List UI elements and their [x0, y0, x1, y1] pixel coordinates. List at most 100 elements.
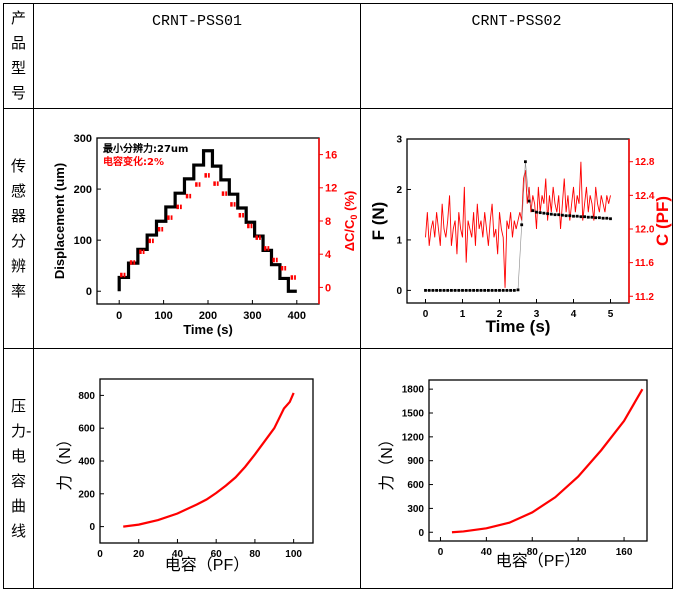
- y-tick-label: 2: [396, 185, 402, 196]
- force-point: [542, 211, 546, 215]
- product-header-1: CRNT-PSS01: [33, 3, 361, 109]
- force-point: [424, 288, 427, 292]
- y2-label-sub: 0: [349, 215, 359, 220]
- x-axis-label: Time (s): [183, 322, 233, 337]
- force-point: [605, 216, 609, 220]
- y-tick-label: 200: [74, 184, 92, 196]
- y2-label-main: ΔC/C: [342, 219, 357, 251]
- y-tick-label: 800: [78, 391, 95, 402]
- y2-tick-label: 16: [325, 149, 337, 161]
- force-point: [475, 288, 479, 292]
- y2-label-unit: (%): [342, 191, 357, 215]
- force-point: [524, 160, 527, 164]
- x-tick-label: 160: [616, 547, 633, 558]
- y-tick-label: 3: [396, 135, 402, 146]
- y2-tick-label: 8: [325, 216, 331, 228]
- y2-tick-label: 12.0: [635, 224, 655, 235]
- y-tick-label: 300: [74, 133, 92, 145]
- force-point: [546, 212, 549, 216]
- force-point: [557, 213, 561, 217]
- y2-tick-label: 4: [325, 249, 332, 261]
- x-tick-label: 60: [211, 549, 223, 560]
- force-point: [505, 288, 509, 292]
- product-spec-table: 产品型号 CRNT-PSS01 CRNT-PSS02 传感器分辨率 压力-电容曲…: [3, 3, 673, 589]
- force-point: [461, 288, 464, 292]
- x-tick-label: 100: [154, 310, 172, 322]
- force-point: [601, 216, 605, 220]
- force-point: [561, 213, 564, 217]
- force-point: [520, 223, 524, 227]
- force-point: [598, 216, 601, 220]
- force-point: [575, 214, 579, 218]
- x-tick-label: 80: [527, 547, 539, 558]
- force-capacitance-curve: [123, 392, 295, 528]
- x-tick-label: 0: [116, 310, 122, 322]
- force-line: [425, 161, 611, 291]
- force-point: [435, 288, 438, 292]
- product-header-2: CRNT-PSS02: [360, 3, 673, 109]
- row-label-text: 产品型号: [11, 9, 27, 102]
- plot-frame: [428, 379, 648, 542]
- x-tick-label: 2: [497, 309, 503, 320]
- force-point: [487, 288, 490, 292]
- y-tick-label: 1800: [402, 385, 425, 396]
- y2-tick-label: 12.4: [635, 191, 655, 202]
- series-2: [424, 160, 612, 292]
- chart-2: 0 1 2 3 4 5 0 1 2 3 11.2 11.6 12.0 12.4 12.8 Time (s) F …: [369, 135, 672, 337]
- y-axis-label: 力（N）: [378, 431, 396, 491]
- force-point: [535, 210, 538, 214]
- chart-1: 0 100 200 300 400 0 100 200 300 0 4 8 12 16 Time (s) Di…: [52, 133, 359, 337]
- force-point: [450, 288, 453, 292]
- chart-cell-curve-2: [360, 348, 673, 589]
- capacitance-line: [425, 161, 611, 288]
- plot-frame: [99, 378, 314, 544]
- annotation-2: 电容变化:2%: [103, 155, 164, 168]
- x-tick-label: 5: [608, 309, 614, 320]
- series-1: [451, 388, 644, 534]
- force-point: [509, 288, 512, 292]
- row-label-text: 传感器分辨率: [11, 156, 27, 300]
- force-point: [438, 288, 442, 292]
- force-point: [564, 214, 568, 218]
- y2-tick-label: 0: [325, 282, 331, 294]
- x-tick-label: 80: [249, 549, 261, 560]
- chart-3: 0 20 40 60 80 100 0 200 400 600 800 电容（PF） 力（N）: [56, 378, 314, 574]
- x-tick-label: 0: [423, 309, 429, 320]
- y-tick-label: 0: [418, 528, 424, 539]
- annotation-1: 最小分辨力:27um: [103, 142, 188, 155]
- chart-cell-curve-1: [33, 348, 361, 589]
- y-axis-label: 力（N）: [56, 431, 74, 491]
- force-capacitance-curve: [451, 388, 644, 534]
- y-tick-label: 0: [396, 286, 402, 297]
- x-tick-label: 0: [97, 549, 103, 560]
- force-point: [549, 212, 553, 216]
- force-point: [427, 288, 431, 292]
- force-point: [498, 288, 501, 292]
- force-point: [516, 288, 520, 292]
- force-point: [431, 288, 435, 292]
- y-tick-label: 0: [89, 522, 95, 533]
- x-tick-label: 400: [288, 310, 306, 322]
- x-tick-label: 40: [172, 549, 184, 560]
- y-tick-label: 200: [78, 489, 95, 500]
- force-point: [568, 214, 572, 218]
- y2-tick-label: 12.8: [635, 157, 655, 168]
- force-point: [586, 215, 590, 219]
- row-label-model: 产品型号: [3, 3, 34, 109]
- y-axis-label: F (N): [369, 202, 388, 241]
- x-tick-label: 200: [199, 310, 217, 322]
- force-point: [490, 288, 494, 292]
- y-tick-label: 900: [407, 456, 424, 467]
- y2-tick-label: 11.2: [635, 292, 654, 303]
- force-point: [494, 288, 498, 292]
- force-point: [527, 199, 531, 203]
- x-tick-label: 1: [460, 309, 466, 320]
- force-point: [609, 217, 612, 221]
- y-tick-label: 600: [407, 480, 424, 491]
- force-point: [579, 215, 583, 219]
- force-point: [538, 211, 542, 215]
- x-tick-label: 20: [133, 549, 145, 560]
- force-point: [583, 215, 586, 219]
- series-1: [117, 149, 297, 293]
- force-point: [572, 214, 575, 218]
